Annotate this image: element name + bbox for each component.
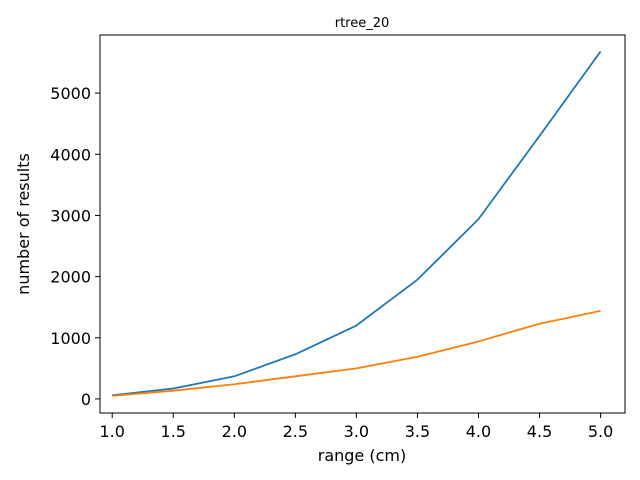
y-tick-label: 0 <box>81 390 91 409</box>
x-axis-label: range (cm) <box>318 446 406 465</box>
x-tick-label: 2.0 <box>222 422 247 441</box>
x-tick-label: 5.0 <box>588 422 613 441</box>
y-tick-label: 3000 <box>50 206 91 225</box>
x-axis-ticks: 1.0 1.5 2.0 2.5 3.0 3.5 4.0 4.5 5.0 <box>99 413 613 441</box>
x-tick-label: 3.0 <box>344 422 369 441</box>
x-tick-label: 4.0 <box>466 422 491 441</box>
y-tick-label: 2000 <box>50 268 91 287</box>
x-tick-label: 3.5 <box>405 422 430 441</box>
chart-title: rtree_20 <box>335 16 390 31</box>
series-line-1 <box>112 50 602 397</box>
x-tick-label: 1.0 <box>99 422 124 441</box>
y-tick-label: 4000 <box>50 145 91 164</box>
plot-lines <box>112 50 602 397</box>
y-axis-label: number of results <box>14 153 33 295</box>
plot-frame <box>99 34 626 414</box>
y-tick-label: 1000 <box>50 329 91 348</box>
x-tick-label: 1.5 <box>161 422 186 441</box>
series-line-2 <box>112 309 601 397</box>
y-tick-label: 5000 <box>50 84 91 103</box>
x-tick-label: 4.5 <box>527 422 552 441</box>
y-axis-ticks: 0 1000 2000 3000 4000 5000 <box>50 84 100 409</box>
x-tick-label: 2.5 <box>283 422 308 441</box>
